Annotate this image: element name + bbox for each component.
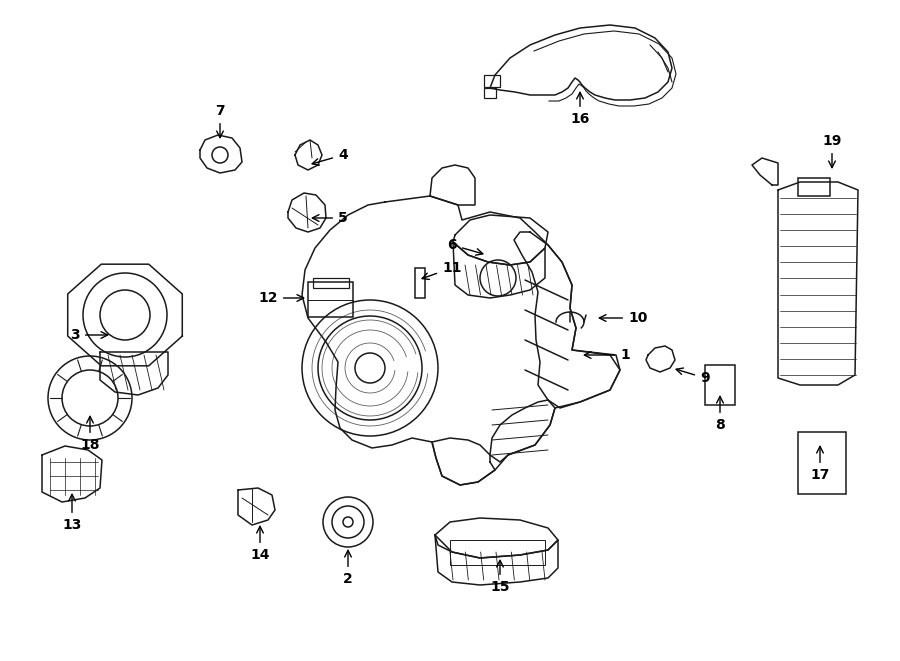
Bar	[484, 75, 500, 87]
Bar	[308, 282, 353, 317]
Text: 5: 5	[312, 211, 347, 225]
Bar	[313, 278, 349, 288]
Text: 18: 18	[80, 416, 100, 452]
Text: 8: 8	[716, 397, 724, 432]
Bar	[450, 540, 545, 565]
Bar	[415, 268, 425, 298]
Text: 16: 16	[571, 93, 590, 126]
Text: 11: 11	[422, 261, 462, 280]
Text: 1: 1	[584, 348, 630, 362]
Text: 3: 3	[70, 328, 108, 342]
Text: 17: 17	[810, 446, 830, 482]
Bar	[705, 365, 735, 405]
Text: 12: 12	[258, 291, 303, 305]
Text: 13: 13	[62, 494, 82, 532]
Text: 7: 7	[215, 104, 225, 137]
Bar	[798, 178, 830, 196]
Bar	[484, 88, 496, 98]
Text: 9: 9	[676, 368, 709, 385]
Text: 2: 2	[343, 551, 353, 586]
Text: 6: 6	[447, 238, 482, 255]
Text: 19: 19	[823, 134, 842, 168]
Text: 15: 15	[491, 561, 509, 594]
Text: 14: 14	[250, 526, 270, 562]
Text: 4: 4	[312, 148, 347, 165]
Text: 10: 10	[599, 311, 647, 325]
Bar	[798, 432, 846, 494]
